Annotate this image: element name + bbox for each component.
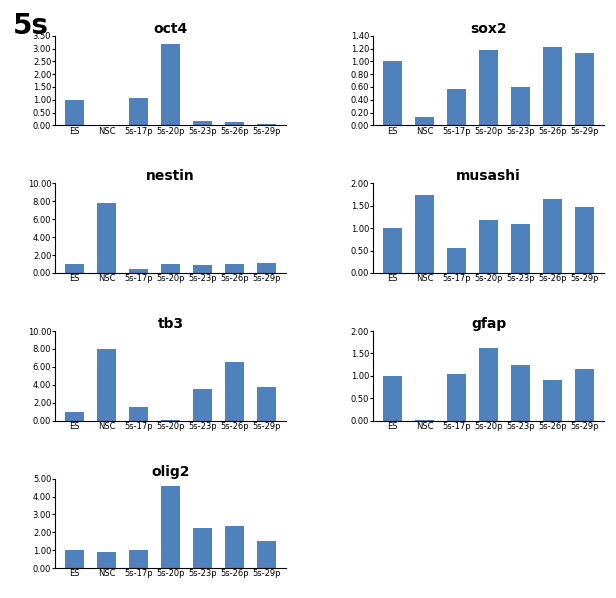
Bar (447, 374, 466, 420)
Bar (383, 376, 402, 420)
Title: oct4: oct4 (153, 22, 188, 36)
Bar (415, 195, 434, 273)
Bar (129, 407, 148, 420)
Bar (479, 50, 498, 126)
Bar (129, 269, 148, 273)
Bar (257, 124, 276, 126)
Title: gfap: gfap (471, 317, 506, 331)
Bar (383, 62, 402, 126)
Text: 5s: 5s (12, 12, 48, 40)
Bar (511, 365, 530, 420)
Bar (97, 203, 116, 273)
Title: musashi: musashi (456, 169, 521, 184)
Bar (383, 228, 402, 273)
Bar (97, 349, 116, 420)
Bar (511, 87, 530, 126)
Bar (129, 550, 148, 568)
Bar (65, 100, 84, 126)
Bar (511, 224, 530, 273)
Bar (415, 117, 434, 126)
Bar (65, 264, 84, 273)
Bar (161, 44, 180, 126)
Bar (479, 348, 498, 420)
Bar (65, 411, 84, 420)
Bar (447, 89, 466, 126)
Bar (543, 199, 562, 273)
Bar (193, 121, 212, 126)
Bar (447, 248, 466, 273)
Bar (225, 526, 244, 568)
Bar (129, 97, 148, 126)
Bar (161, 264, 180, 273)
Title: tb3: tb3 (158, 317, 184, 331)
Bar (193, 265, 212, 273)
Bar (225, 362, 244, 420)
Bar (257, 263, 276, 273)
Bar (225, 264, 244, 273)
Bar (479, 220, 498, 273)
Bar (543, 47, 562, 126)
Title: olig2: olig2 (152, 465, 190, 478)
Bar (575, 207, 594, 273)
Title: sox2: sox2 (470, 22, 507, 36)
Bar (193, 389, 212, 420)
Bar (575, 369, 594, 420)
Bar (97, 552, 116, 568)
Bar (225, 122, 244, 126)
Bar (543, 380, 562, 420)
Bar (257, 386, 276, 420)
Bar (575, 53, 594, 126)
Bar (193, 528, 212, 568)
Bar (257, 541, 276, 568)
Title: nestin: nestin (146, 169, 195, 184)
Bar (161, 486, 180, 568)
Bar (65, 550, 84, 568)
